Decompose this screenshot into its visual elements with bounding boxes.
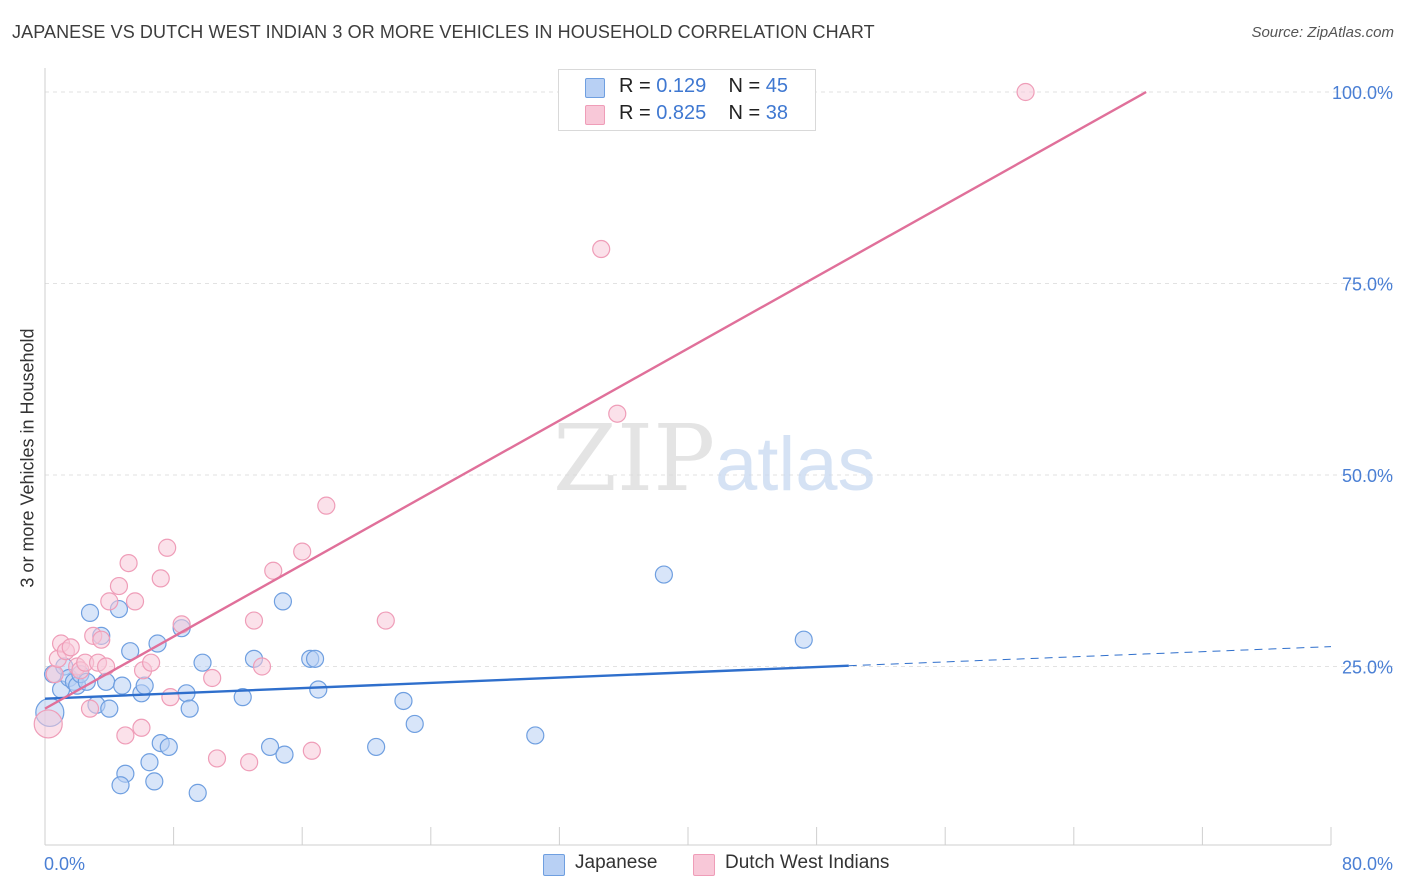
point-dutch-west-indians-22 <box>158 538 177 557</box>
point-japanese-44 <box>794 630 813 649</box>
point-japanese-37 <box>305 649 325 668</box>
y-tick-label-1: 50.0% <box>1342 466 1393 486</box>
chart-source: Source: ZipAtlas.com <box>1251 24 1394 41</box>
point-japanese-31 <box>233 688 252 707</box>
watermark-zip: ZIP <box>553 405 715 512</box>
x-tick-label-1: 80.0% <box>1342 854 1393 874</box>
point-japanese-34 <box>273 592 293 611</box>
legend-n-symbol: N = <box>728 75 761 97</box>
point-japanese-39 <box>367 737 386 757</box>
legend-text-dutch-west-indians: R = 0.825 N = 38 <box>619 102 788 125</box>
point-dutch-west-indians-31 <box>264 561 283 580</box>
point-japanese-21 <box>159 737 178 757</box>
point-dutch-west-indians-26 <box>203 668 222 688</box>
point-dutch-west-indians-36 <box>592 239 611 259</box>
point-japanese-9 <box>80 603 100 622</box>
point-dutch-west-indians-17 <box>125 592 145 611</box>
bottom-legend-label-dutch-west-indians: Dutch West Indians <box>725 852 890 873</box>
point-dutch-west-indians-29 <box>244 611 264 630</box>
point-japanese-13 <box>100 699 119 718</box>
point-japanese-29 <box>111 776 130 795</box>
point-japanese-25 <box>188 783 207 802</box>
point-dutch-west-indians-27 <box>207 749 227 768</box>
stats-legend: R = 0.129 N = 45 R = 0.825 N = 38 <box>558 69 816 131</box>
point-dutch-west-indians-0 <box>33 709 63 739</box>
legend-n-value-dutch-west-indians: 38 <box>765 102 789 124</box>
point-japanese-40 <box>394 691 413 711</box>
bottom-legend-swatch-japanese <box>543 854 565 876</box>
chart-title: JAPANESE VS DUTCH WEST INDIAN 3 OR MORE … <box>12 22 875 42</box>
point-dutch-west-indians-9 <box>80 699 100 718</box>
point-dutch-west-indians-5 <box>61 638 80 657</box>
legend-r-value-dutch-west-indians: 0.825 <box>656 102 707 124</box>
legend-swatch-dutch-west-indians <box>585 105 605 125</box>
point-dutch-west-indians-12 <box>92 630 111 649</box>
trendline-japanese <box>44 664 849 700</box>
point-dutch-west-indians-35 <box>376 611 395 630</box>
point-dutch-west-indians-21 <box>151 569 170 588</box>
point-japanese-42 <box>526 726 545 745</box>
point-dutch-west-indians-33 <box>302 741 321 760</box>
point-dutch-west-indians-32 <box>293 542 312 561</box>
trendline-dutch-west-indians <box>44 90 1147 710</box>
point-japanese-17 <box>140 753 159 772</box>
y-tick-label-0: 25.0% <box>1342 658 1393 678</box>
legend-n-symbol: N = <box>728 102 761 124</box>
point-japanese-35 <box>275 745 294 764</box>
x-tick-label-0: 0.0% <box>44 854 85 874</box>
point-dutch-west-indians-25 <box>116 726 135 745</box>
point-dutch-west-indians-24 <box>172 615 191 634</box>
trendline-japanese-extension <box>848 646 1332 667</box>
y-tick-label-3: 100.0% <box>1332 83 1393 103</box>
point-dutch-west-indians-15 <box>109 576 129 596</box>
y-tick-label-2: 75.0% <box>1342 275 1393 295</box>
point-japanese-38 <box>309 680 328 699</box>
point-japanese-30 <box>135 676 154 695</box>
point-dutch-west-indians-20 <box>141 653 161 672</box>
point-japanese-26 <box>193 653 212 672</box>
point-dutch-west-indians-23 <box>161 688 180 707</box>
point-japanese-12 <box>96 672 116 691</box>
legend-n-value-japanese: 45 <box>765 75 789 97</box>
legend-r-symbol: R = <box>619 102 651 124</box>
point-japanese-43 <box>654 565 673 584</box>
point-dutch-west-indians-38 <box>1016 82 1035 102</box>
bottom-legend-swatch-dutch-west-indians <box>693 854 715 876</box>
point-japanese-18 <box>145 772 164 791</box>
point-dutch-west-indians-14 <box>100 592 119 611</box>
point-japanese-24 <box>180 699 199 718</box>
legend-swatch-japanese <box>585 78 605 98</box>
point-japanese-41 <box>405 714 424 734</box>
bottom-legend-label-japanese: Japanese <box>575 852 658 873</box>
legend-r-value-japanese: 0.129 <box>656 75 707 97</box>
point-japanese-33 <box>260 737 280 757</box>
point-dutch-west-indians-28 <box>240 753 259 772</box>
point-dutch-west-indians-37 <box>608 404 627 423</box>
point-dutch-west-indians-16 <box>119 553 138 573</box>
legend-r-symbol: R = <box>619 75 651 97</box>
point-dutch-west-indians-34 <box>317 496 336 515</box>
watermark-atlas: atlas <box>715 422 876 507</box>
point-dutch-west-indians-18 <box>132 718 151 737</box>
legend-text-japanese: R = 0.129 N = 45 <box>619 75 788 98</box>
point-dutch-west-indians-30 <box>252 657 272 676</box>
point-japanese-28 <box>113 676 132 695</box>
point-dutch-west-indians-1 <box>45 665 64 684</box>
